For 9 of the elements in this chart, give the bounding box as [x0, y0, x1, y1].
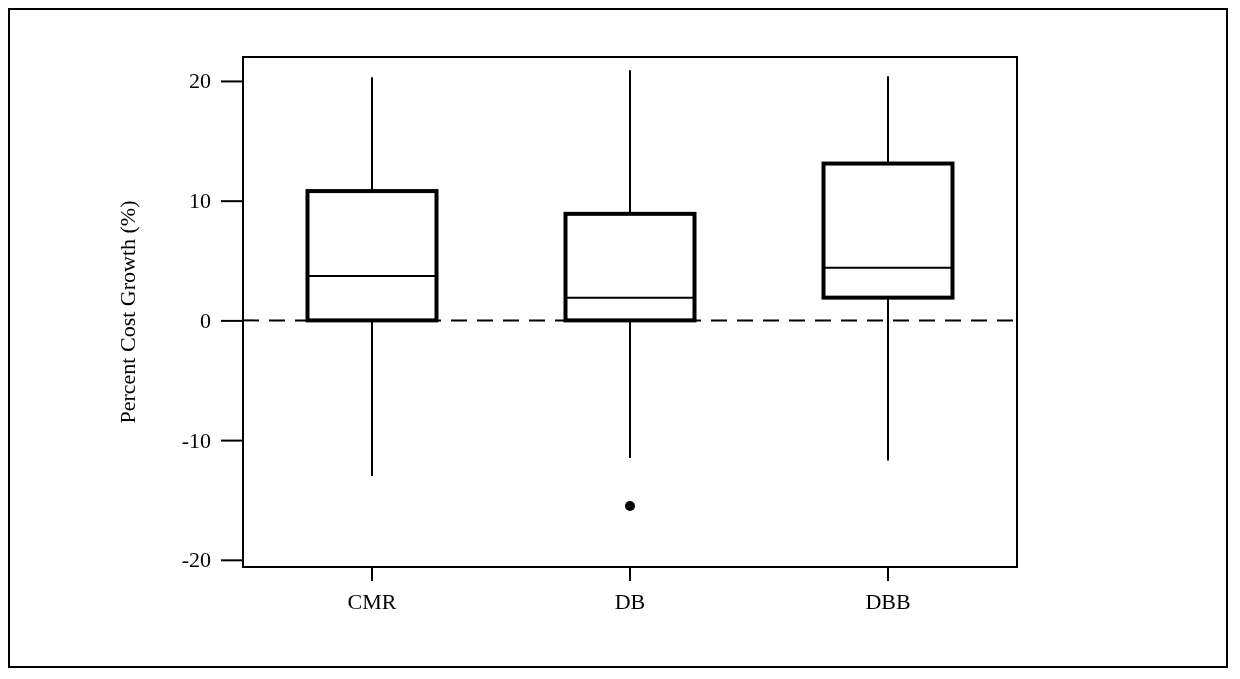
x-tick-label: DBB: [865, 588, 911, 614]
y-tick-label: -10: [181, 427, 211, 453]
y-axis-title: Percent Cost Growth (%): [115, 200, 140, 424]
y-tick-label: -20: [181, 547, 211, 573]
y-tick-label: 0: [200, 307, 211, 333]
y-tick-label: 20: [189, 68, 211, 94]
x-tick-label: DB: [614, 588, 646, 614]
x-tick-label: CMR: [347, 588, 397, 614]
y-tick-label: 10: [189, 188, 211, 214]
